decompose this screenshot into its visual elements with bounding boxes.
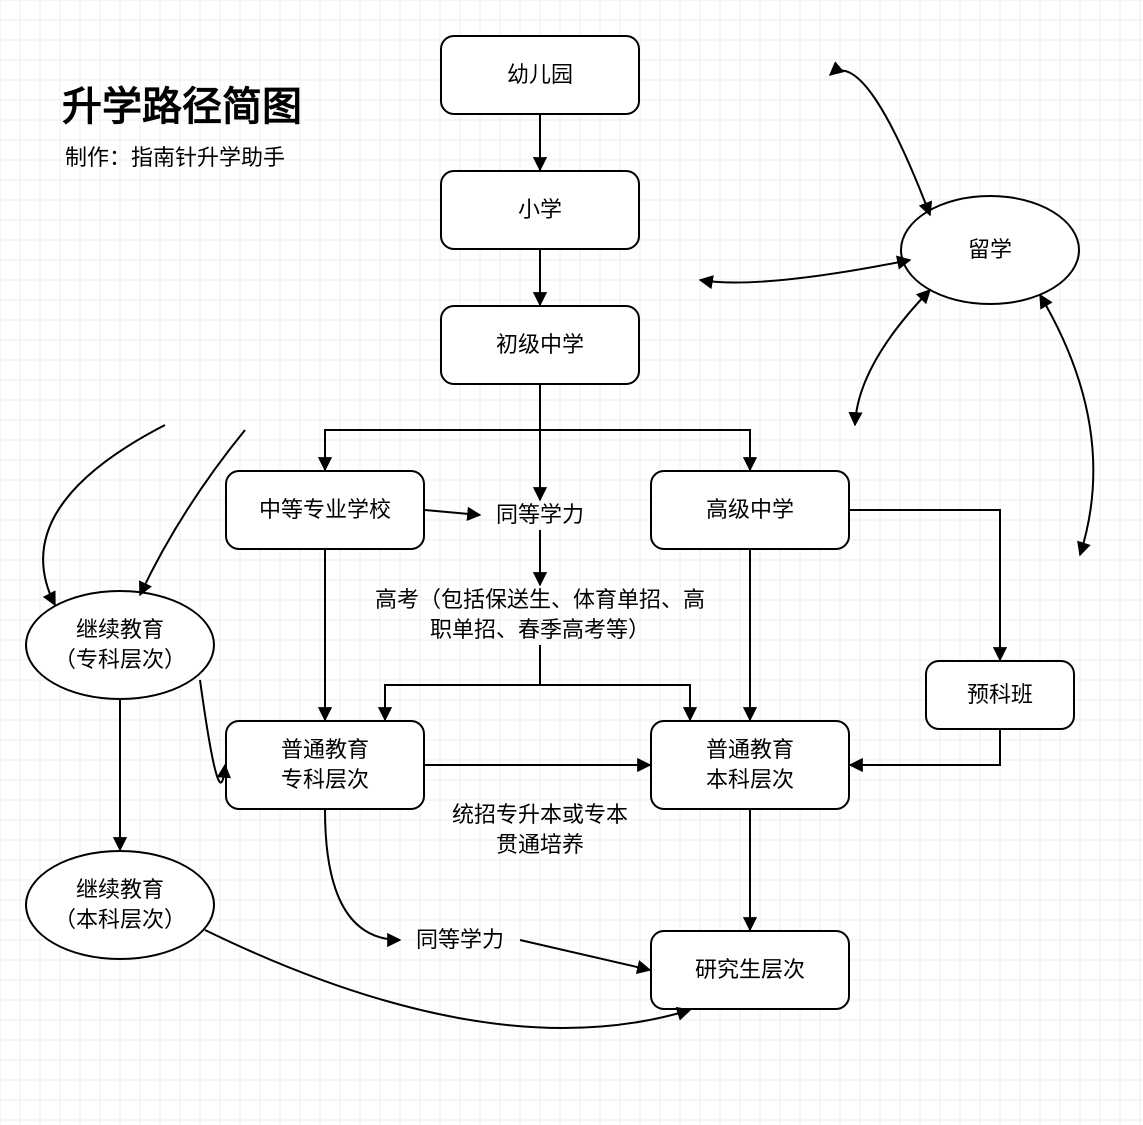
node-equivalence-2: 同等学力: [400, 925, 520, 955]
diagram-canvas: 升学路径简图 制作：指南针升学助手 幼儿园 小学 初级中学 中等专业学校 高级中…: [0, 0, 1143, 1125]
node-bridge-label: 统招专升本或专本 贯通培养: [430, 800, 650, 860]
node-continuing-bachelor: 继续教育 （本科层次）: [25, 850, 215, 960]
node-bachelor-regular: 普通教育 本科层次: [650, 720, 850, 810]
diagram-subtitle: 制作：指南针升学助手: [65, 140, 285, 172]
node-senior-high: 高级中学: [650, 470, 850, 550]
node-primary: 小学: [440, 170, 640, 250]
diagram-title: 升学路径简图: [62, 74, 302, 132]
node-gaokao: 高考（包括保送生、体育单招、高职单招、春季高考等）: [365, 585, 715, 645]
node-continuing-associate: 继续教育 （专科层次）: [25, 590, 215, 700]
node-equivalence-1: 同等学力: [480, 500, 600, 530]
node-kindergarten: 幼儿园: [440, 35, 640, 115]
node-associate-regular: 普通教育 专科层次: [225, 720, 425, 810]
node-study-abroad: 留学: [900, 195, 1080, 305]
node-graduate: 研究生层次: [650, 930, 850, 1010]
node-preparatory: 预科班: [925, 660, 1075, 730]
node-vocational: 中等专业学校: [225, 470, 425, 550]
node-junior-high: 初级中学: [440, 305, 640, 385]
